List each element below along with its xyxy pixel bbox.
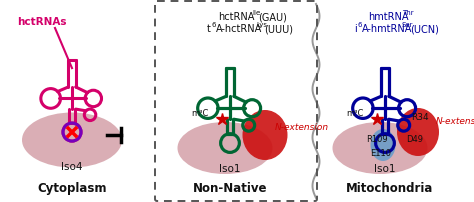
Text: t: t bbox=[207, 24, 211, 34]
Ellipse shape bbox=[22, 113, 122, 167]
Text: Non-Native: Non-Native bbox=[193, 182, 267, 195]
Text: A-hctRNA: A-hctRNA bbox=[216, 24, 262, 34]
Text: hctRNA: hctRNA bbox=[218, 12, 255, 22]
Text: (UCN): (UCN) bbox=[410, 24, 439, 34]
Ellipse shape bbox=[397, 108, 439, 156]
Text: 6: 6 bbox=[358, 22, 363, 28]
Text: R34: R34 bbox=[411, 113, 429, 122]
Text: Cytoplasm: Cytoplasm bbox=[37, 182, 107, 195]
Text: N-extension: N-extension bbox=[275, 123, 329, 133]
Text: Iso1: Iso1 bbox=[219, 164, 241, 174]
Text: 6: 6 bbox=[212, 22, 217, 28]
Ellipse shape bbox=[177, 122, 273, 174]
Text: (GAU): (GAU) bbox=[258, 12, 287, 22]
Text: (UUU): (UUU) bbox=[264, 24, 293, 34]
Text: D49: D49 bbox=[407, 135, 423, 144]
Text: i: i bbox=[354, 24, 357, 34]
Text: Ile: Ile bbox=[252, 10, 260, 16]
Text: Lys: Lys bbox=[256, 22, 267, 28]
Text: hmtRNA: hmtRNA bbox=[368, 12, 409, 22]
Text: m³C: m³C bbox=[346, 109, 364, 118]
Text: hctRNAs: hctRNAs bbox=[17, 17, 67, 27]
Text: Thr: Thr bbox=[402, 10, 414, 16]
Ellipse shape bbox=[243, 110, 288, 160]
Text: m³C: m³C bbox=[191, 109, 209, 118]
Ellipse shape bbox=[371, 129, 395, 161]
Text: Mitochondria: Mitochondria bbox=[346, 182, 434, 195]
Text: Iso1: Iso1 bbox=[374, 164, 396, 174]
Ellipse shape bbox=[332, 122, 428, 174]
Text: R109: R109 bbox=[366, 135, 388, 144]
Text: Ser: Ser bbox=[402, 22, 413, 28]
Text: N-extension: N-extension bbox=[436, 118, 474, 126]
Text: A-hmtRNA: A-hmtRNA bbox=[362, 24, 412, 34]
Text: Iso4: Iso4 bbox=[61, 162, 83, 172]
Text: E110: E110 bbox=[371, 149, 392, 158]
